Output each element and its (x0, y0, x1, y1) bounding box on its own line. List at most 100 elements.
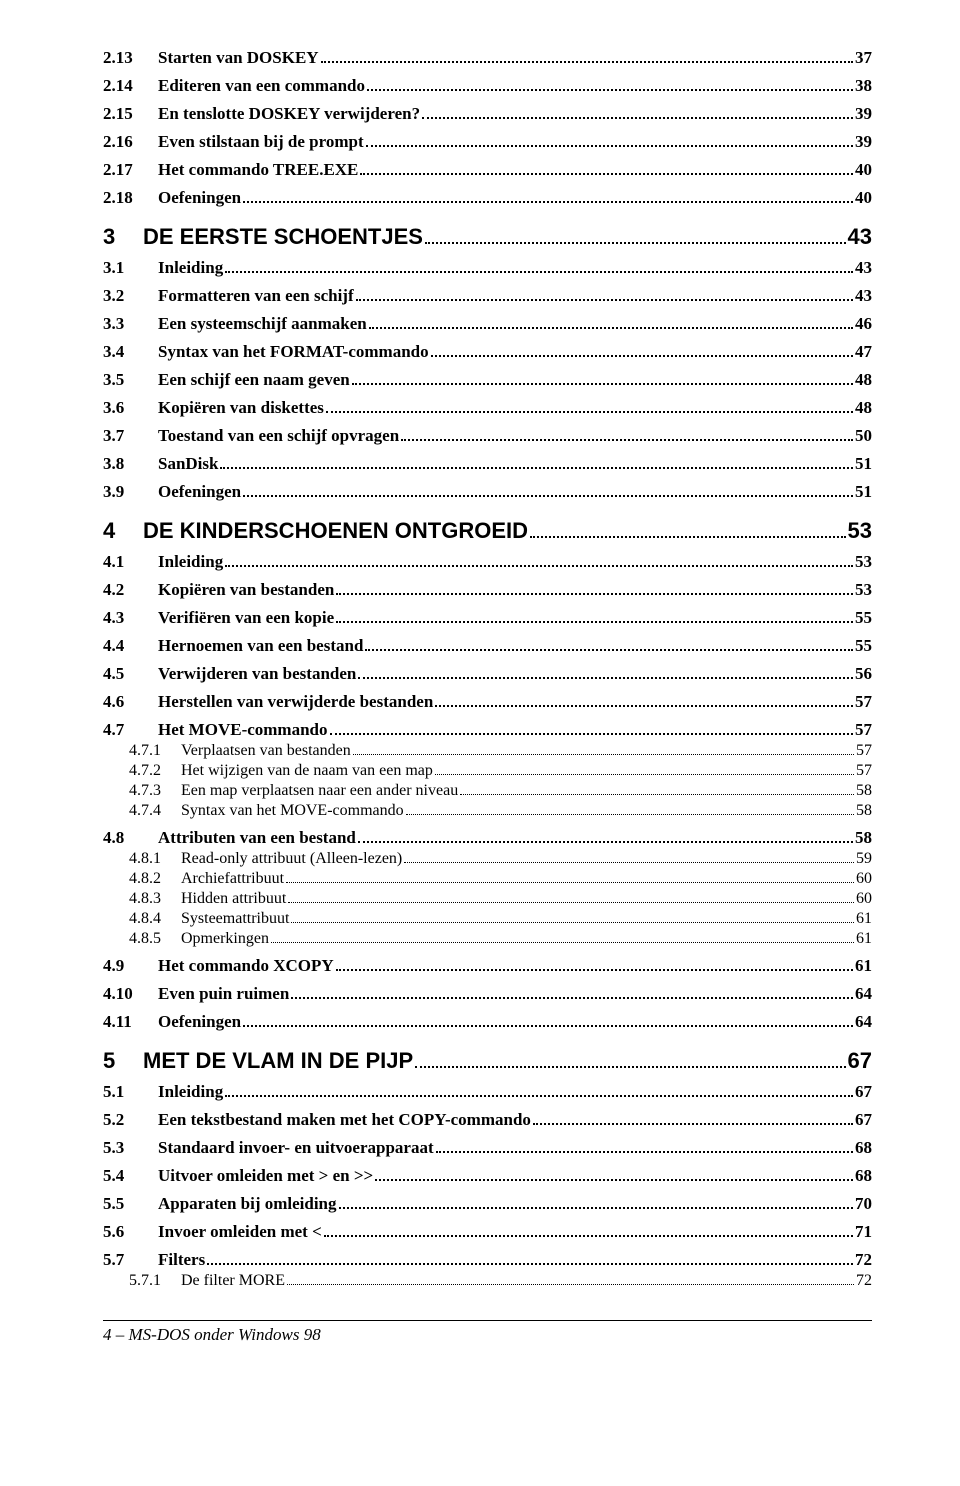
toc-leader-dots (369, 327, 853, 329)
toc-leader-dots (356, 299, 853, 301)
toc-entry-number: 4.7.4 (129, 802, 181, 820)
toc-entry-page: 57 (856, 742, 872, 760)
toc-leader-dots (225, 271, 853, 273)
toc-entry-number: 3.5 (103, 370, 158, 390)
toc-entry-page: 67 (855, 1082, 872, 1102)
toc-entry: 3.4Syntax van het FORMAT-commando47 (103, 342, 872, 362)
toc-leader-dots (435, 705, 853, 707)
toc-entry-title: Verplaatsen van bestanden (181, 742, 351, 759)
toc-entry-page: 64 (855, 984, 872, 1004)
toc-entry: 2.16Even stilstaan bij de prompt39 (103, 132, 872, 152)
toc-leader-dots (336, 621, 853, 623)
toc-entry-page: 61 (856, 930, 872, 948)
toc-entry-number: 3.7 (103, 426, 158, 446)
toc-entry-page: 43 (855, 258, 872, 278)
toc-entry-title: Opmerkingen (181, 930, 269, 947)
toc-entry-label: 4.7Het MOVE-commando (103, 720, 328, 740)
toc-entry: 5MET DE VLAM IN DE PIJP 67 (103, 1048, 872, 1074)
toc-entry: 4.8.2Archiefattribuut60 (103, 870, 872, 888)
toc-leader-dots (291, 997, 853, 999)
toc-entry-number: 4.8.4 (129, 910, 181, 928)
toc-entry-number: 5.6 (103, 1222, 158, 1242)
toc-leader-dots (243, 201, 853, 203)
toc-entry: 3.7Toestand van een schijf opvragen50 (103, 426, 872, 446)
toc-entry-number: 5.4 (103, 1166, 158, 1186)
toc-entry: 4.7.3Een map verplaatsen naar een ander … (103, 782, 872, 800)
toc-entry-title: Toestand van een schijf opvragen (158, 426, 399, 445)
toc-entry-page: 51 (855, 482, 872, 502)
toc-entry-number: 2.13 (103, 48, 158, 68)
toc-entry-page: 58 (855, 828, 872, 848)
toc-entry-page: 53 (855, 580, 872, 600)
toc-entry-title: Archiefattribuut (181, 870, 284, 887)
toc-entry-title: Uitvoer omleiden met > en >> (158, 1166, 373, 1185)
toc-entry-number: 3.6 (103, 398, 158, 418)
toc-entry-title: Het commando TREE.EXE (158, 160, 358, 179)
toc-leader-dots (425, 242, 846, 244)
toc-entry-label: 4.8.3Hidden attribuut (129, 890, 286, 908)
toc-entry-page: 60 (856, 890, 872, 908)
toc-leader-dots (243, 1025, 853, 1027)
toc-entry-label: 3.5Een schijf een naam geven (103, 370, 350, 390)
toc-leader-dots (406, 814, 854, 815)
toc-entry-page: 57 (856, 762, 872, 780)
toc-entry: 5.5Apparaten bij omleiding70 (103, 1194, 872, 1214)
toc-entry-label: 2.13Starten van DOSKEY (103, 48, 319, 68)
toc-entry-title: Hernoemen van een bestand (158, 636, 363, 655)
toc-entry-title: Systeemattribuut (181, 910, 289, 927)
toc-entry-label: 4.3Verifiëren van een kopie (103, 608, 334, 628)
table-of-contents: 2.13Starten van DOSKEY372.14Editeren van… (103, 48, 872, 1290)
toc-entry: 4DE KINDERSCHOENEN ONTGROEID 53 (103, 518, 872, 544)
toc-leader-dots (435, 774, 854, 775)
toc-entry: 5.2Een tekstbestand maken met het COPY-c… (103, 1110, 872, 1130)
toc-leader-dots (336, 593, 853, 595)
toc-entry-label: 3.1Inleiding (103, 258, 223, 278)
toc-entry: 3.9Oefeningen51 (103, 482, 872, 502)
toc-entry-number: 2.15 (103, 104, 158, 124)
toc-entry-number: 3 (103, 224, 143, 250)
toc-entry-number: 4.4 (103, 636, 158, 656)
toc-leader-dots (365, 649, 853, 651)
toc-entry-title: Read-only attribuut (Alleen-lezen) (181, 850, 402, 867)
toc-entry-page: 71 (855, 1222, 872, 1242)
toc-entry-title: Hidden attribuut (181, 890, 286, 907)
toc-entry: 4.10Even puin ruimen64 (103, 984, 872, 1004)
toc-entry-label: 3DE EERSTE SCHOENTJES (103, 224, 423, 250)
toc-leader-dots (336, 969, 853, 971)
toc-entry-number: 3.9 (103, 482, 158, 502)
toc-entry-label: 5.7.1De filter MORE (129, 1272, 285, 1290)
toc-entry-number: 3.1 (103, 258, 158, 278)
toc-entry-label: 4.8.2Archiefattribuut (129, 870, 284, 888)
toc-entry: 5.1Inleiding 67 (103, 1082, 872, 1102)
toc-entry-label: 5.7Filters (103, 1250, 205, 1270)
toc-entry-page: 68 (855, 1138, 872, 1158)
toc-leader-dots (326, 411, 853, 413)
toc-leader-dots (533, 1123, 853, 1125)
toc-entry-page: 51 (855, 454, 872, 474)
toc-entry: 4.7Het MOVE-commando57 (103, 720, 872, 740)
toc-entry-label: 4.4Hernoemen van een bestand (103, 636, 363, 656)
toc-entry-page: 64 (855, 1012, 872, 1032)
toc-entry-page: 67 (848, 1048, 872, 1074)
toc-entry-number: 5.2 (103, 1110, 158, 1130)
toc-entry-page: 67 (855, 1110, 872, 1130)
toc-entry-label: 3.2Formatteren van een schijf (103, 286, 354, 306)
toc-entry-title: Attributen van een bestand (158, 828, 356, 847)
toc-entry-title: De filter MORE (181, 1272, 285, 1289)
toc-leader-dots (286, 882, 854, 883)
toc-entry-title: Verwijderen van bestanden (158, 664, 356, 683)
toc-leader-dots (436, 1151, 853, 1153)
toc-leader-dots (360, 173, 853, 175)
toc-entry: 5.7Filters72 (103, 1250, 872, 1270)
toc-entry-title: Het commando XCOPY (158, 956, 334, 975)
toc-entry-label: 2.15En tenslotte DOSKEY verwijderen? (103, 104, 420, 124)
toc-entry: 4.9Het commando XCOPY61 (103, 956, 872, 976)
toc-entry-label: 5.1Inleiding (103, 1082, 223, 1102)
toc-entry-label: 4DE KINDERSCHOENEN ONTGROEID (103, 518, 528, 544)
toc-entry-number: 4.6 (103, 692, 158, 712)
toc-entry-title: Een systeemschijf aanmaken (158, 314, 367, 333)
toc-entry-label: 4.9Het commando XCOPY (103, 956, 334, 976)
toc-entry-page: 58 (856, 802, 872, 820)
toc-entry-title: Starten van DOSKEY (158, 48, 319, 67)
toc-entry-number: 5.7 (103, 1250, 158, 1270)
